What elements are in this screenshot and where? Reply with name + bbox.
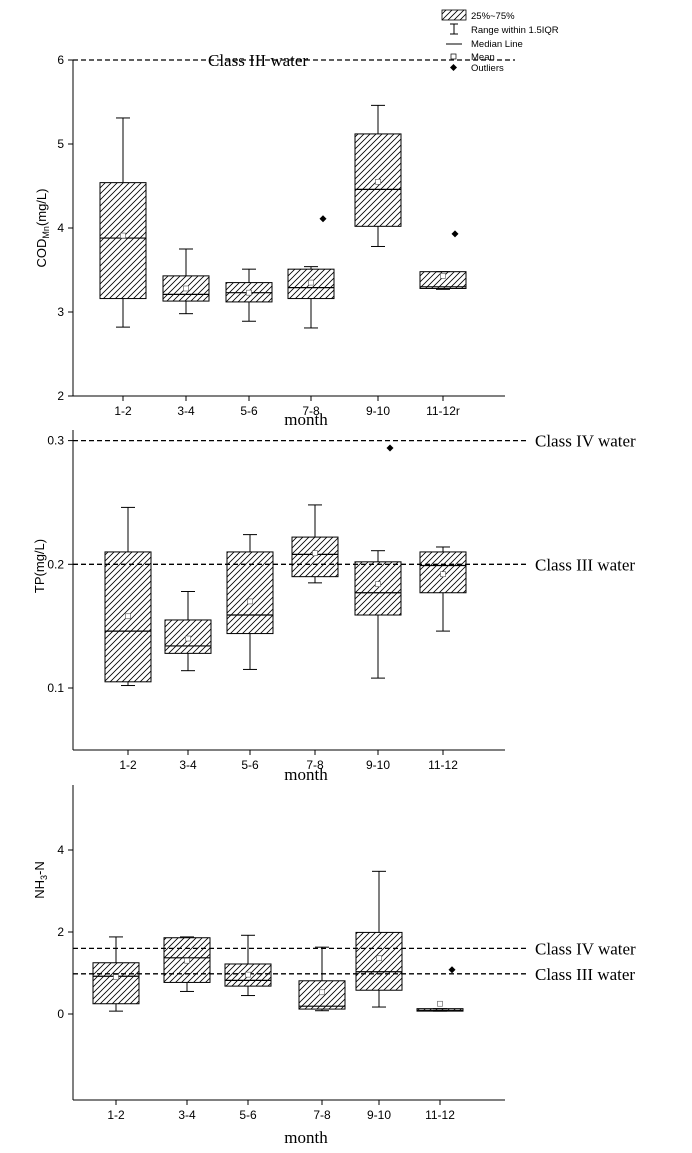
x-tick-label: 5-6 — [239, 1108, 257, 1122]
x-tick-label: 11-12 — [425, 1108, 455, 1122]
reference-line-label: Class III water — [208, 51, 308, 70]
x-tick-label: 9-10 — [366, 758, 390, 772]
mean-marker — [437, 1000, 443, 1007]
chart-panel-2: 0.1 0.2 0.3 TP(mg/L) Class IV water Class III… — [32, 430, 636, 784]
iqr-box — [99, 182, 147, 300]
y-tick-label: 4 — [57, 221, 64, 235]
reference-line-label: Class IV water — [535, 432, 636, 451]
iqr-box — [419, 551, 467, 594]
x-tick-label: 1-2 — [114, 404, 132, 418]
mean-marker — [246, 289, 252, 296]
legend-median-label: Median Line — [471, 39, 523, 50]
x-tick-label: 7-8 — [302, 404, 320, 418]
x-axis-label: month — [284, 1128, 328, 1147]
mean-marker — [113, 974, 119, 980]
mean-marker — [125, 613, 131, 620]
chart-panel-1: 2 3 4 5 6 CODMn(mg/L) Class III water 1-2 3-4 5-6… — [34, 51, 515, 429]
x-tick-label: 5-6 — [240, 404, 258, 418]
reference-line-label: Class III water — [535, 965, 635, 984]
x-tick-label: 11-12r — [426, 404, 460, 418]
iqr-box — [226, 551, 274, 635]
reference-line-label: Class IV water — [535, 939, 636, 958]
reference-line-label: Class III water — [535, 555, 635, 574]
y-tick-label: 0.3 — [47, 434, 64, 448]
outlier-marker — [448, 966, 456, 974]
iqr-box — [92, 962, 140, 1005]
x-tick-label: 7-8 — [306, 758, 324, 772]
y-tick-label: 0.2 — [47, 557, 64, 571]
y-tick-label: 2 — [57, 389, 64, 403]
y-tick-label: 5 — [57, 137, 64, 151]
mean-marker — [375, 581, 381, 587]
legend-outlier-symbol — [450, 64, 457, 71]
mean-marker — [245, 971, 251, 978]
x-tick-label: 11-12 — [428, 758, 458, 772]
x-tick-label: 1-2 — [119, 758, 137, 772]
mean-marker — [319, 989, 325, 996]
mean-marker — [120, 232, 126, 239]
x-tick-label: 3-4 — [178, 1108, 196, 1122]
legend-box-label: 25%~75% — [471, 11, 515, 22]
mean-marker — [184, 957, 190, 964]
outlier-marker — [386, 444, 394, 452]
x-axis-label: month — [284, 765, 328, 784]
y-tick-label: 4 — [57, 843, 64, 857]
mean-marker — [375, 179, 381, 185]
chart-panel-3: 0 2 4 NH3-N Class IV water Class III water 1-2… — [32, 785, 636, 1147]
mean-marker — [376, 955, 382, 962]
y-axis-label: TP(mg/L) — [32, 539, 47, 593]
x-tick-label: 5-6 — [241, 758, 259, 772]
legend-outlier-label: Outliers — [471, 63, 504, 74]
legend-mean-symbol — [450, 53, 457, 60]
legend-range-symbol — [450, 23, 458, 35]
legend-mean-label: Mean — [471, 52, 495, 63]
mean-marker — [312, 550, 318, 556]
x-tick-label: 9-10 — [366, 404, 390, 418]
mean-marker — [440, 571, 446, 577]
y-axis-label: CODMn(mg/L) — [34, 189, 51, 268]
iqr-box — [354, 561, 402, 616]
x-tick-label: 9-10 — [367, 1108, 391, 1122]
x-tick-label: 3-4 — [177, 404, 195, 418]
y-tick-label: 0 — [57, 1007, 64, 1021]
mean-marker — [440, 273, 446, 279]
mean-marker — [247, 598, 253, 605]
x-axis-label: month — [284, 410, 328, 429]
y-tick-label: 2 — [57, 925, 64, 939]
iqr-box — [291, 536, 339, 578]
y-axis-label: NH3-N — [32, 861, 49, 899]
x-tick-label: 7-8 — [313, 1108, 331, 1122]
outlier-marker — [319, 215, 327, 223]
outlier-marker — [451, 230, 459, 238]
mean-marker — [308, 279, 314, 286]
y-tick-label: 3 — [57, 305, 64, 319]
y-tick-label: 0.1 — [47, 681, 64, 695]
y-tick-label: 6 — [57, 53, 64, 67]
x-tick-label: 3-4 — [179, 758, 197, 772]
iqr-box — [355, 931, 403, 991]
mean-marker — [183, 285, 189, 292]
iqr-box — [419, 271, 467, 289]
legend-box-swatch — [441, 9, 467, 21]
mean-marker — [185, 635, 191, 642]
legend-range-label: Range within 1.5IQR — [471, 25, 559, 36]
x-tick-label: 1-2 — [107, 1108, 125, 1122]
legend: 25%~75% Range within 1.5IQR Median Line … — [441, 9, 559, 74]
